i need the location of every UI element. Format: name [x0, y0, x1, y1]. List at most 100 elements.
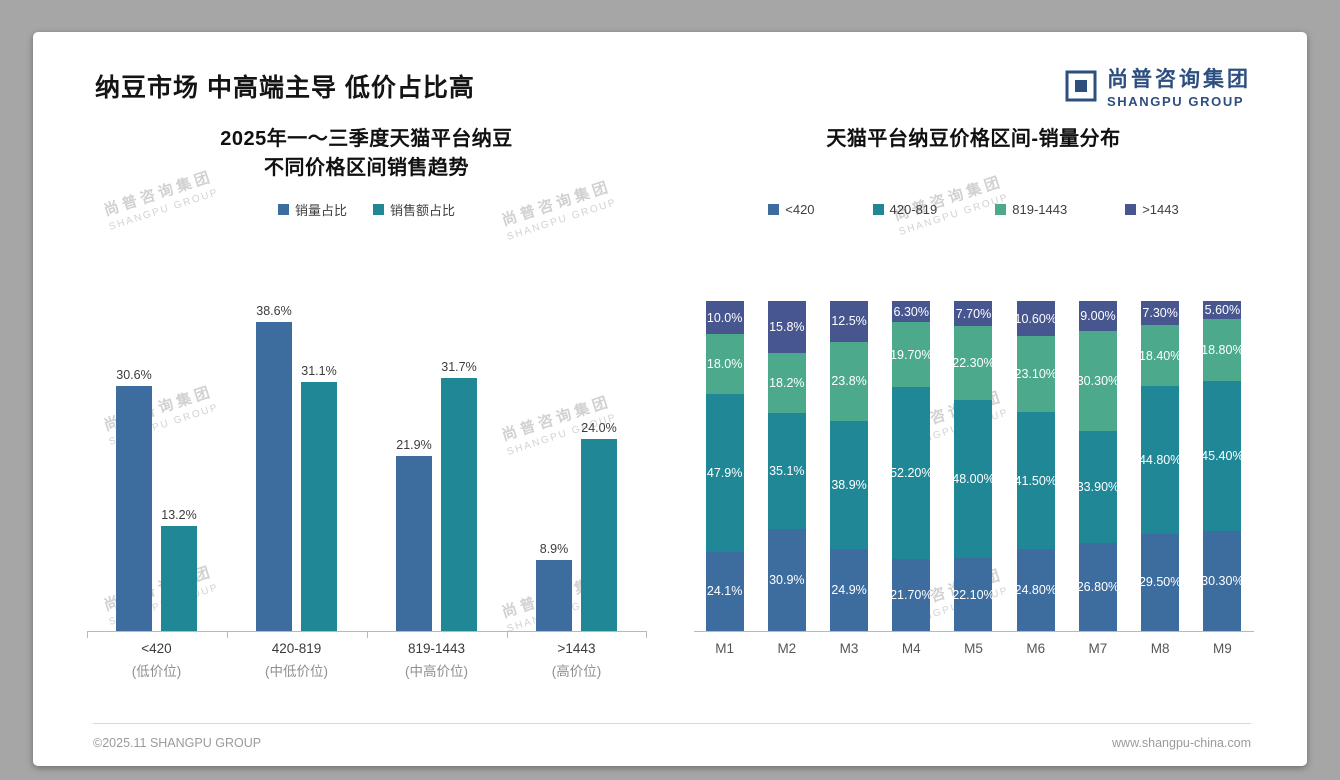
- stack-segment-navy: 9.00%: [1078, 301, 1117, 331]
- stack-segment-blue: 29.50%: [1141, 533, 1180, 632]
- trend-chart: 30.6% 13.2% 38.6% 31.1% 21.9% 31.7% 8.9% 24.0% …: [86, 263, 647, 680]
- legend-item: 销量占比: [277, 200, 347, 219]
- stack-segment-navy: 12.5%: [830, 300, 869, 343]
- legend-item: 819-1443: [995, 202, 1067, 217]
- legend-swatch: [277, 203, 289, 215]
- footer-copyright: ©2025.11 SHANGPU GROUP: [93, 736, 262, 750]
- stacked-bar-cell: 24.9% 38.9% 23.8% 12.5%: [818, 300, 880, 632]
- stack-segment-blue: 24.1%: [705, 551, 744, 632]
- stacked-bar: 30.30% 45.40% 18.80% 5.60%: [1203, 300, 1242, 632]
- category-label: M5: [964, 641, 983, 657]
- segment-value-label: 41.50%: [1016, 473, 1055, 488]
- bar-column: 13.2%: [161, 508, 197, 632]
- trend-chart-title-line2: 不同价格区间销售趋势: [264, 157, 469, 180]
- stack-segment-green: 18.2%: [767, 353, 806, 414]
- category-label: M2: [777, 641, 797, 657]
- bar-value-label: 30.6%: [116, 368, 152, 383]
- stack-segment-navy: 10.60%: [1016, 301, 1055, 337]
- segment-value-label: 19.70%: [892, 347, 931, 362]
- distribution-chart-panel: 天猫平台纳豆价格区间-销量分布 <420 420-819 819-1443 >1443…: [670, 125, 1277, 680]
- trend-chart-title-line1: 2025年一～三季度天猫平台纳豆: [220, 128, 513, 151]
- bar-blue: [396, 455, 432, 632]
- category-label-sub: (中高价位): [405, 664, 468, 680]
- stacked-bar: 21.70% 52.20% 19.70% 6.30%: [892, 301, 931, 632]
- segment-value-label: 24.80%: [1016, 583, 1055, 598]
- stacked-bar-cell: 29.50% 44.80% 18.40% 7.30%: [1129, 301, 1191, 632]
- bar-group: 30.6% 13.2%: [87, 368, 227, 632]
- stack-segment-green: 23.8%: [830, 342, 869, 421]
- bar-teal: [301, 382, 337, 632]
- segment-value-label: 24.9%: [831, 583, 867, 598]
- category-label: M9: [1212, 641, 1232, 657]
- legend-item: <420: [768, 201, 815, 217]
- segment-value-label: 44.80%: [1141, 452, 1180, 467]
- stacked-bar-cell: 24.80% 41.50% 23.10% 10.60%: [1005, 301, 1067, 632]
- segment-value-label: 45.40%: [1203, 449, 1242, 464]
- segment-value-label: 24.1%: [706, 584, 743, 599]
- distribution-plot: 24.1% 47.9% 18.0% 10.0% 30.9% 35.1% 18.2% 15.8%…: [693, 263, 1254, 633]
- category-label-main: >1443: [557, 641, 596, 657]
- slide-footer: ©2025.11 SHANGPU GROUP www.shangpu-china…: [93, 723, 1251, 750]
- segment-value-label: 23.10%: [1016, 367, 1055, 382]
- segment-value-label: 18.40%: [1141, 348, 1180, 363]
- distribution-chart-title: 天猫平台纳豆价格区间-销量分布: [826, 128, 1121, 151]
- bar-value-label: 31.1%: [301, 364, 337, 379]
- category-label-main: <420: [141, 641, 172, 657]
- legend-swatch: [995, 203, 1007, 215]
- stack-segment-navy: 7.30%: [1141, 301, 1180, 326]
- legend-label: 420-819: [889, 201, 938, 217]
- stack-segment-green: 30.30%: [1078, 330, 1117, 431]
- stack-segment-teal: 33.90%: [1078, 430, 1117, 543]
- segment-value-label: 22.10%: [954, 587, 993, 602]
- segment-value-label: 5.60%: [1204, 303, 1241, 318]
- trend-chart-panel: 2025年一～三季度天猫平台纳豆 不同价格区间销售趋势 销量占比 销售额占比 30…: [63, 125, 670, 680]
- stack-segment-green: 22.30%: [954, 326, 993, 400]
- stacked-bar: 26.80% 33.90% 30.30% 9.00%: [1078, 301, 1117, 632]
- stacked-bar: 29.50% 44.80% 18.40% 7.30%: [1141, 301, 1180, 632]
- bar-value-label: 13.2%: [161, 507, 197, 522]
- charts-row: 2025年一～三季度天猫平台纳豆 不同价格区间销售趋势 销量占比 销售额占比 30…: [33, 125, 1307, 680]
- trend-plot: 30.6% 13.2% 38.6% 31.1% 21.9% 31.7% 8.9% 24.0%: [86, 263, 647, 633]
- category-label: M1: [715, 641, 734, 657]
- bar-column: 31.7%: [441, 360, 477, 632]
- bar-column: 21.9%: [396, 437, 432, 632]
- stacked-bar-cell: 21.70% 52.20% 19.70% 6.30%: [880, 301, 942, 632]
- stack-segment-navy: 15.8%: [767, 301, 806, 354]
- segment-value-label: 47.9%: [706, 465, 743, 480]
- legend-label: >1443: [1142, 201, 1179, 217]
- bar-blue: [116, 386, 152, 632]
- bar-column: 38.6%: [256, 304, 292, 632]
- bar-column: 30.6%: [116, 368, 152, 632]
- legend-item: >1443: [1125, 202, 1179, 217]
- stacked-bar: 24.1% 47.9% 18.0% 10.0%: [705, 301, 744, 632]
- category-label: M6: [1026, 641, 1046, 657]
- segment-value-label: 7.70%: [955, 306, 992, 321]
- segment-value-label: 48.00%: [954, 471, 993, 486]
- stack-segment-teal: 41.50%: [1016, 412, 1055, 550]
- logo-text: 尚普咨询集团 SHANGPU GROUP: [1107, 68, 1251, 109]
- segment-value-label: 7.30%: [1142, 306, 1178, 321]
- stack-segment-green: 18.80%: [1203, 319, 1242, 382]
- bar-value-label: 21.9%: [396, 437, 432, 452]
- stacked-bar: 24.80% 41.50% 23.10% 10.60%: [1016, 301, 1055, 632]
- segment-value-label: 15.8%: [769, 320, 805, 335]
- axis-tick: [506, 632, 508, 639]
- category-label: 819-1443 (中高价位): [367, 641, 507, 680]
- segment-value-label: 22.30%: [954, 355, 993, 370]
- shangpu-logo-icon: [1065, 70, 1097, 107]
- logo-name-cn: 尚普咨询集团: [1107, 68, 1251, 91]
- axis-tick: [86, 632, 88, 639]
- footer-website: www.shangpu-china.com: [1112, 736, 1251, 750]
- distribution-legend: <420 420-819 819-1443 >1443: [768, 201, 1179, 217]
- legend-label: <420: [785, 201, 815, 217]
- trend-categories: <420 (低价位) 420-819 (中低价位) 819-1443 (中高价位) >144…: [87, 632, 647, 680]
- distribution-chart: 24.1% 47.9% 18.0% 10.0% 30.9% 35.1% 18.2% 15.8%…: [693, 263, 1254, 657]
- segment-value-label: 10.0%: [706, 310, 743, 325]
- bar-teal: [581, 439, 617, 632]
- stack-segment-teal: 35.1%: [767, 413, 806, 530]
- category-label: M4: [901, 641, 921, 657]
- stack-segment-blue: 22.10%: [954, 558, 993, 632]
- stack-segment-teal: 38.9%: [830, 420, 869, 549]
- bar-column: 31.1%: [301, 364, 337, 632]
- category-label: 420-819 (中低价位): [227, 641, 367, 680]
